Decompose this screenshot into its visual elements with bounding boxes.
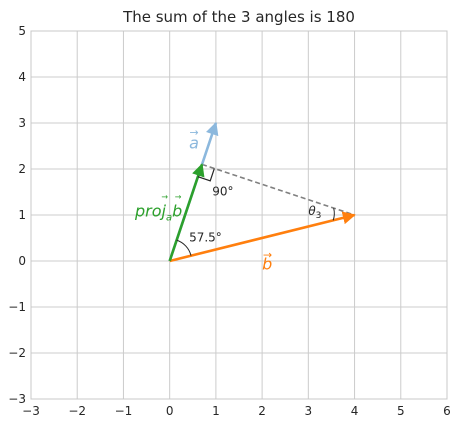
x-tick-label: 5: [397, 404, 405, 418]
origin-angle-label: 57.5°: [189, 231, 222, 245]
chart-title: The sum of the 3 angles is 180: [122, 8, 355, 26]
x-tick-label: 2: [258, 404, 266, 418]
x-tick-label: −2: [68, 404, 86, 418]
x-tick-label: −1: [115, 404, 133, 418]
vector-b-arrow-glyph: →: [263, 249, 272, 262]
y-tick-label: 2: [18, 162, 26, 176]
grid: [30, 30, 448, 400]
y-tick-label: −1: [8, 300, 26, 314]
x-tick-label: 6: [443, 404, 451, 418]
vector-projection: [168, 163, 205, 262]
origin-angle-arc: [176, 239, 192, 256]
right-angle-label: 90°: [212, 185, 233, 199]
theta-label: θ3: [308, 204, 321, 221]
vector-a-arrow-glyph: →: [190, 126, 199, 139]
projection-arrow-glyph-a: →: [161, 192, 168, 201]
vector-b: [169, 211, 356, 263]
vector-a-label: a: [189, 133, 199, 152]
x-tick-label: 1: [212, 404, 220, 418]
x-axis: −3 −2 −1 0 1 2 3 4 5 6: [22, 404, 451, 418]
dashed-line: [201, 163, 355, 216]
y-tick-label: 0: [18, 254, 26, 268]
y-tick-label: 1: [18, 208, 26, 222]
vector-b-label: b: [262, 254, 272, 273]
y-tick-label: 4: [18, 70, 26, 84]
x-tick-label: −3: [22, 404, 40, 418]
y-tick-label: −3: [8, 392, 26, 406]
x-tick-label: 0: [166, 404, 174, 418]
y-tick-label: 3: [18, 116, 26, 130]
x-tick-label: 3: [305, 404, 313, 418]
theta-angle-arc: [332, 207, 335, 221]
plot-frame: [30, 30, 448, 400]
right-angle-mark: [197, 168, 215, 182]
y-axis: −3 −2 −1 0 1 2 3 4 5: [8, 24, 26, 406]
projection-label: projab: [134, 201, 182, 223]
x-tick-label: 4: [351, 404, 359, 418]
y-tick-label: −2: [8, 346, 26, 360]
projection-arrow-glyph-b: →: [175, 192, 182, 201]
y-tick-label: 5: [18, 24, 26, 38]
